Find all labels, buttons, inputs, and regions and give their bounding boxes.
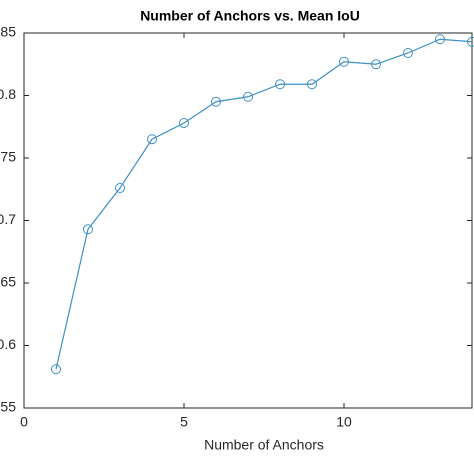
x-tick-label: 10 (336, 414, 352, 430)
data-point (371, 59, 381, 70)
data-point (83, 224, 93, 235)
data-point (339, 56, 349, 67)
x-tick-label: 0 (20, 414, 28, 430)
x-axis-label: Number of Anchors (204, 437, 324, 453)
y-tick-label: 0.8 (0, 86, 16, 102)
x-tick-label: 5 (180, 414, 188, 430)
data-point (403, 48, 413, 58)
axes-box (23, 32, 473, 409)
data-point (467, 36, 474, 47)
data-point (275, 79, 285, 90)
y-tick-label: 0.6 (0, 336, 16, 352)
chart-title: Number of Anchors vs. Mean IoU (140, 8, 360, 24)
data-point (211, 96, 221, 107)
data-point (435, 34, 445, 45)
data-point (179, 118, 189, 128)
data-point (147, 134, 157, 145)
y-tick-label: 0.7 (0, 211, 16, 227)
data-point (307, 79, 317, 90)
data-point (51, 364, 61, 375)
y-tick-label: 0.85 (0, 24, 16, 40)
y-tick-label: 0.65 (0, 274, 16, 290)
data-point (243, 91, 253, 102)
y-tick-label: 0.75 (0, 149, 16, 165)
y-tick-label: 0.55 (0, 399, 16, 415)
data-point (115, 183, 125, 193)
data-line (55, 38, 473, 370)
